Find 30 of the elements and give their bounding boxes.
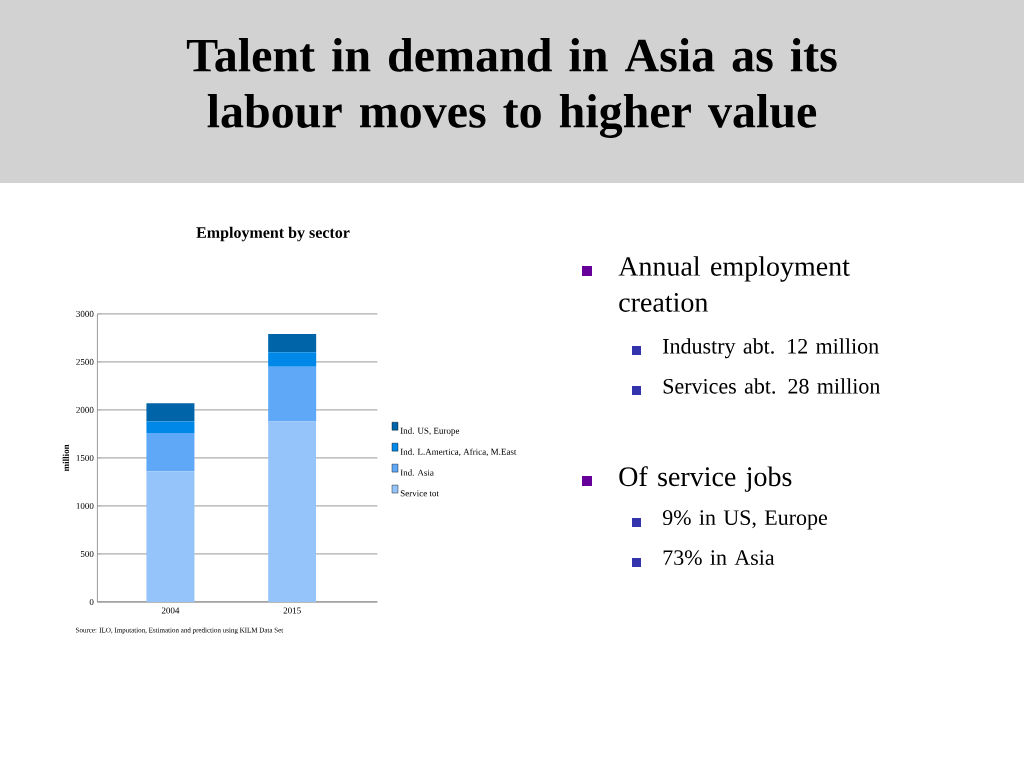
text: Annual employment creation [618, 256, 850, 312]
y-axis-title: million [62, 444, 69, 472]
text: Talent in demand in Asia as its labour moves to higher value [186, 38, 837, 138]
y-tick-label: 1500 [76, 454, 94, 461]
bar [268, 334, 317, 353]
legend-label: Service tot [400, 490, 439, 497]
y-tick-label: 500 [80, 550, 94, 557]
bar [146, 471, 195, 602]
chart-subtitle: Employment by sector [196, 226, 350, 242]
x-tick-label: 2015 [283, 607, 301, 614]
bar [146, 421, 195, 433]
bar [146, 432, 195, 472]
bar [146, 403, 195, 422]
text: 9% in US, Europe [662, 510, 828, 530]
y-tick-label: 2000 [76, 406, 94, 413]
y-tick-label: 2500 [76, 358, 94, 365]
text: 73% in Asia [663, 550, 775, 566]
text: Industry abt. 12 million [663, 338, 879, 359]
bar [268, 352, 317, 367]
x-tick-label: 2004 [161, 607, 180, 614]
legend-label: Ind. US, Europe [400, 427, 460, 436]
y-tick-label: 0 [89, 598, 94, 605]
legend-label: Ind. Asia [400, 469, 434, 476]
legend-label: Ind. L.Amertica, Africa, M.East [400, 448, 517, 457]
text: Services abt. 28 million [663, 378, 881, 394]
y-tick-label: 1000 [76, 502, 94, 509]
bar [268, 421, 317, 602]
y-tick-label: 3000 [76, 310, 94, 317]
bar [268, 366, 317, 422]
text: Of service jobs [619, 466, 792, 492]
